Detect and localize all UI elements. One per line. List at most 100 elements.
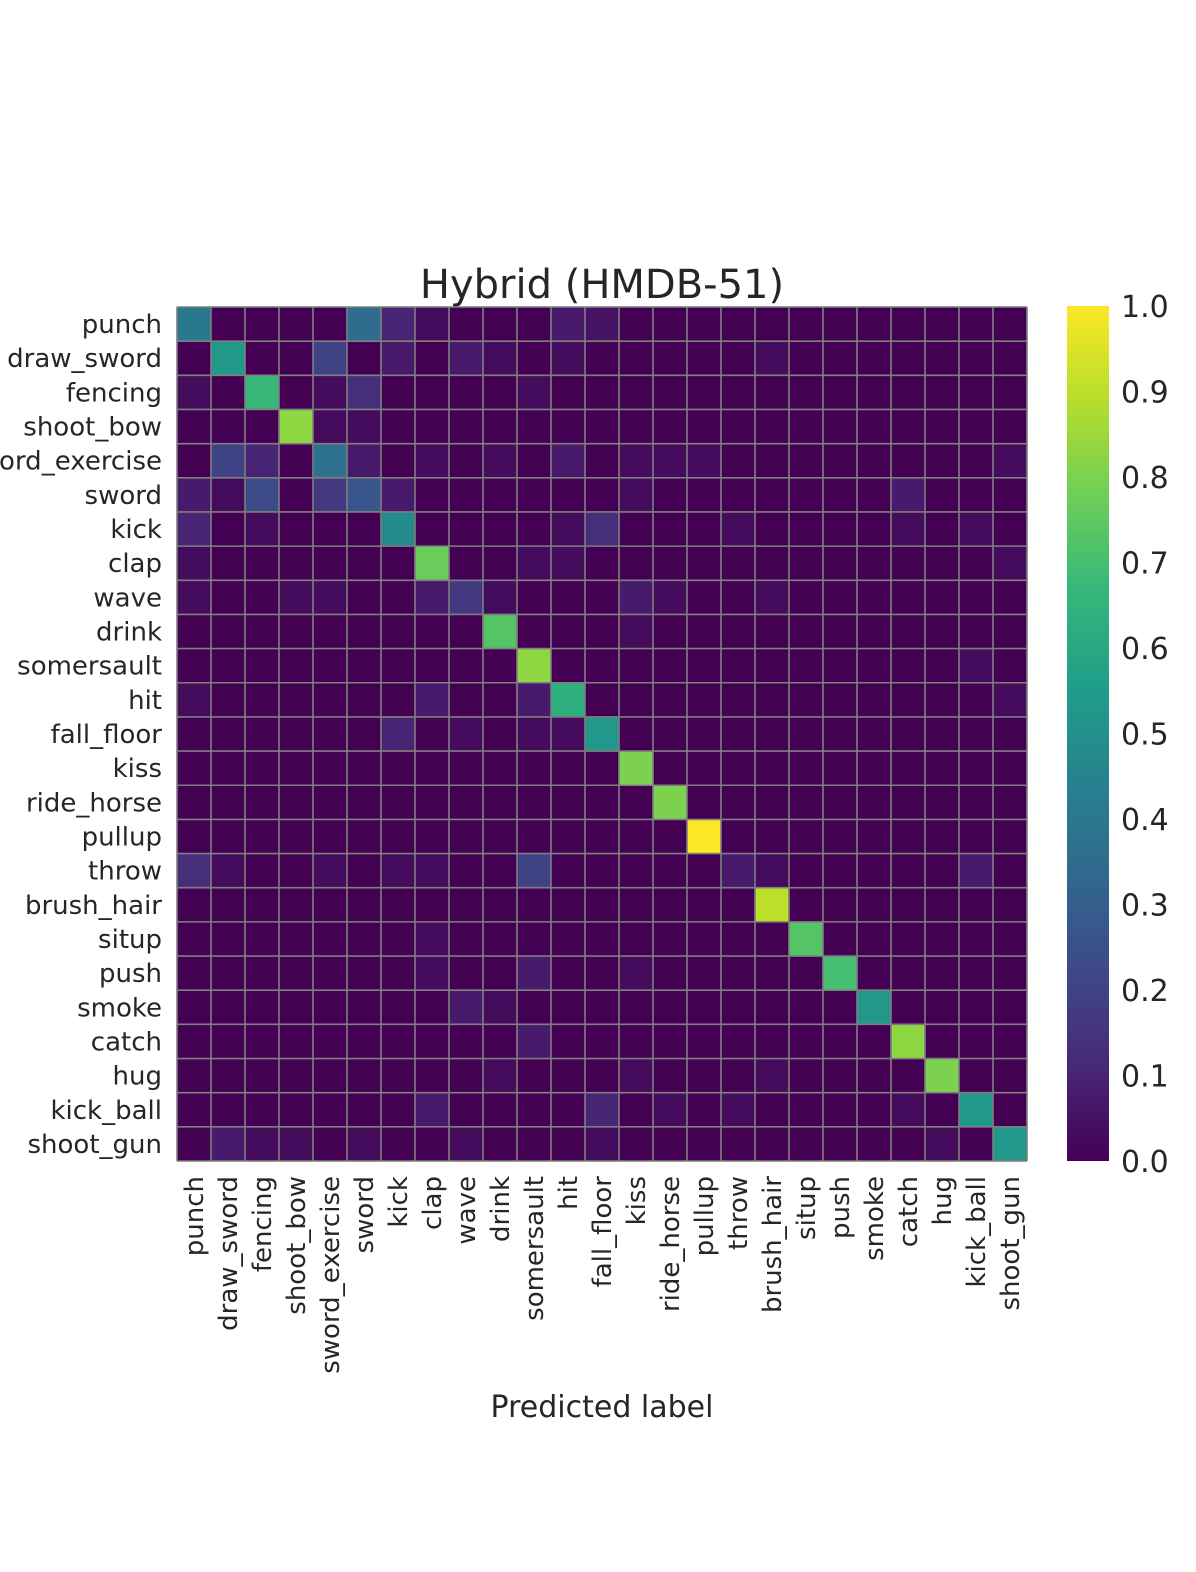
heatmap-cell [415, 409, 449, 444]
heatmap-cell [959, 921, 993, 957]
heatmap-cell [755, 921, 789, 957]
heatmap-cell [993, 1058, 1027, 1093]
heatmap-cell [177, 1058, 211, 1093]
heatmap-cell [857, 956, 891, 991]
heatmap-cell [721, 1024, 755, 1059]
heatmap-cell [585, 682, 619, 717]
heatmap-cell [177, 443, 211, 478]
heatmap-cell [755, 341, 789, 376]
heatmap-cell [721, 546, 755, 581]
heatmap-cell [211, 1126, 245, 1161]
heatmap-cell [347, 1058, 381, 1093]
x-tick-label: draw_sword [214, 1176, 244, 1331]
heatmap-cell [993, 511, 1027, 547]
heatmap-cell [925, 956, 959, 991]
heatmap-cell [551, 785, 585, 820]
heatmap-cell [653, 477, 687, 512]
heatmap-cell [925, 682, 959, 717]
heatmap-cell [517, 341, 551, 376]
heatmap-cell [517, 1058, 551, 1093]
heatmap-cell [483, 546, 517, 581]
heatmap-cell [245, 819, 279, 854]
heatmap-cell [483, 443, 517, 478]
heatmap-cell [177, 477, 211, 512]
heatmap-cell [415, 716, 449, 752]
heatmap-cell [891, 443, 925, 478]
heatmap-cell [789, 921, 823, 957]
colorbar-tick-label: 0.8 [1121, 461, 1169, 496]
heatmap-cell [959, 751, 993, 786]
heatmap-cell [211, 477, 245, 512]
heatmap-cell [721, 853, 755, 888]
heatmap-cell [211, 580, 245, 615]
x-tick-label: wave [452, 1176, 482, 1245]
heatmap-cell [959, 580, 993, 615]
heatmap-cell [483, 921, 517, 957]
heatmap-cell [347, 307, 381, 342]
heatmap-cell [279, 1058, 313, 1093]
heatmap-cell [551, 546, 585, 581]
heatmap-cell [755, 375, 789, 410]
heatmap-cell [789, 853, 823, 888]
heatmap-cell [279, 511, 313, 547]
heatmap-grid [176, 306, 1028, 1162]
x-tick-label: situp [792, 1176, 822, 1240]
heatmap-cell [755, 546, 789, 581]
heatmap-cell [415, 751, 449, 786]
heatmap-cell [245, 1058, 279, 1093]
heatmap-cell [517, 716, 551, 752]
heatmap-cell [721, 443, 755, 478]
heatmap-cell [313, 375, 347, 410]
heatmap-cell [483, 477, 517, 512]
heatmap-cell [959, 546, 993, 581]
y-tick-label: brush_hair [25, 891, 162, 921]
heatmap-cell [993, 375, 1027, 410]
y-tick-label: situp [98, 925, 162, 955]
heatmap-cell [551, 1126, 585, 1161]
heatmap-cell [721, 785, 755, 820]
heatmap-cell [653, 785, 687, 820]
heatmap-cell [313, 853, 347, 888]
heatmap-cell [789, 614, 823, 649]
heatmap-cell [721, 341, 755, 376]
heatmap-cell [245, 648, 279, 683]
heatmap-cell [925, 853, 959, 888]
heatmap-cell [823, 580, 857, 615]
heatmap-cell [959, 443, 993, 478]
heatmap-cell [313, 648, 347, 683]
heatmap-cell [347, 990, 381, 1025]
x-tick-label: shoot_gun [996, 1176, 1026, 1311]
heatmap-cell [925, 990, 959, 1025]
heatmap-cell [857, 614, 891, 649]
heatmap-cell [721, 921, 755, 957]
heatmap-cell [347, 921, 381, 957]
heatmap-cell [959, 819, 993, 854]
colorbar-tick-labels: 0.0 0.1 0.2 0.3 0.4 0.5 0.6 0.7 0.8 0.9 1.0 [1121, 290, 1169, 1180]
heatmap-cell [823, 1024, 857, 1059]
heatmap-cell [585, 409, 619, 444]
colorbar-tick-label: 0.7 [1121, 547, 1169, 582]
heatmap-cell [381, 853, 415, 888]
heatmap-cell [585, 1092, 619, 1127]
heatmap-cell [755, 887, 789, 922]
heatmap-cell [313, 511, 347, 547]
heatmap-cell [551, 511, 585, 547]
heatmap-cell [313, 443, 347, 478]
heatmap-cell [687, 546, 721, 581]
heatmap-cell [585, 956, 619, 991]
heatmap-cell [653, 682, 687, 717]
heatmap-cell [211, 853, 245, 888]
heatmap-cell [211, 443, 245, 478]
colorbar-tick-label: 0.1 [1121, 1060, 1169, 1095]
heatmap-cell [959, 785, 993, 820]
heatmap-cell [279, 751, 313, 786]
heatmap-cell [177, 853, 211, 888]
heatmap-cell [483, 511, 517, 547]
heatmap-cell [925, 648, 959, 683]
y-tick-label: draw_sword [7, 344, 162, 374]
heatmap-cell [381, 511, 415, 547]
heatmap-cell [279, 956, 313, 991]
heatmap-cell [891, 887, 925, 922]
heatmap-cell [857, 716, 891, 752]
y-tick-label: smoke [77, 993, 162, 1023]
